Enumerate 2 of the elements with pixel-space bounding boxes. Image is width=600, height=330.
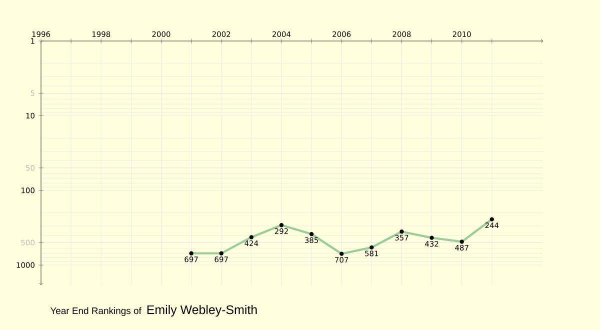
text: Emily Webley-Smith xyxy=(147,304,257,317)
text: Year End Rankings of xyxy=(50,307,142,316)
